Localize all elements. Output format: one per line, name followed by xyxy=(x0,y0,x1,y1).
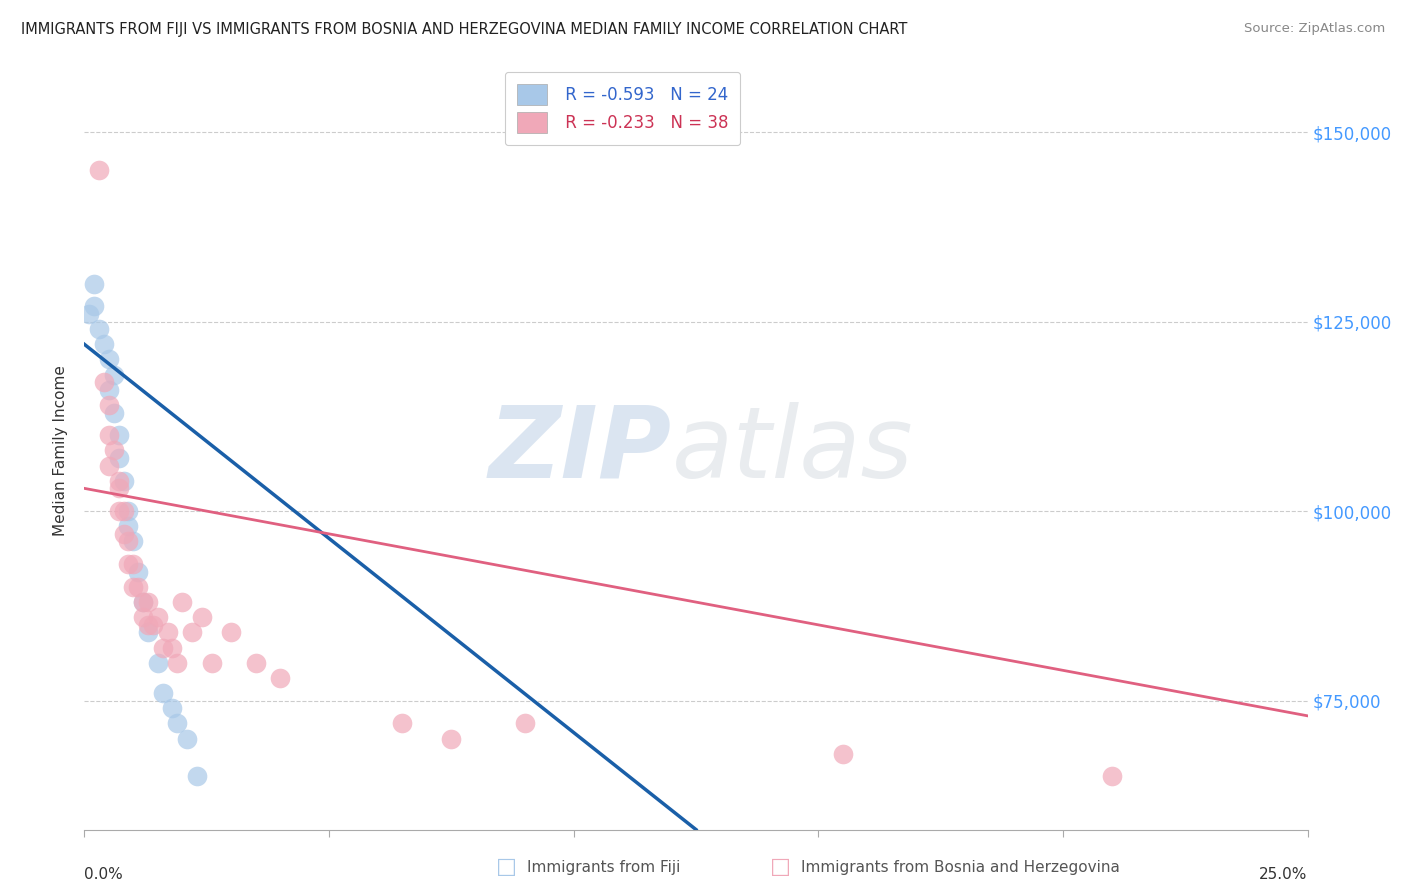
Point xyxy=(831,747,853,761)
Point xyxy=(97,458,120,473)
Point xyxy=(176,731,198,746)
Point xyxy=(122,580,145,594)
Text: □: □ xyxy=(770,857,790,877)
Point xyxy=(127,565,149,579)
Point xyxy=(219,625,242,640)
Point xyxy=(83,277,105,291)
Point xyxy=(181,625,204,640)
Point xyxy=(97,383,120,397)
Point xyxy=(117,557,139,572)
Point xyxy=(162,640,184,655)
Point xyxy=(136,625,159,640)
Point xyxy=(152,686,174,700)
Y-axis label: Median Family Income: Median Family Income xyxy=(53,365,69,536)
Point xyxy=(166,716,188,731)
Text: 25.0%: 25.0% xyxy=(1260,868,1308,882)
Point xyxy=(132,595,155,609)
Point xyxy=(152,640,174,655)
Point xyxy=(117,504,139,518)
Point xyxy=(87,163,110,178)
Point xyxy=(172,595,194,609)
Point xyxy=(146,656,169,670)
Text: Source: ZipAtlas.com: Source: ZipAtlas.com xyxy=(1244,22,1385,36)
Point xyxy=(107,504,129,518)
Point xyxy=(112,526,135,541)
Point xyxy=(122,534,145,549)
Point xyxy=(132,610,155,624)
Point xyxy=(191,610,214,624)
Point xyxy=(186,769,208,784)
Point xyxy=(87,322,110,336)
Point xyxy=(146,610,169,624)
Point xyxy=(107,428,129,442)
Point xyxy=(107,482,129,496)
Point xyxy=(97,352,120,367)
Point xyxy=(122,557,145,572)
Point xyxy=(142,617,165,632)
Legend:  R = -0.593   N = 24,  R = -0.233   N = 38: R = -0.593 N = 24, R = -0.233 N = 38 xyxy=(505,72,740,145)
Point xyxy=(93,337,115,351)
Text: IMMIGRANTS FROM FIJI VS IMMIGRANTS FROM BOSNIA AND HERZEGOVINA MEDIAN FAMILY INC: IMMIGRANTS FROM FIJI VS IMMIGRANTS FROM … xyxy=(21,22,907,37)
Point xyxy=(391,716,413,731)
Point xyxy=(93,375,115,389)
Point xyxy=(127,580,149,594)
Point xyxy=(132,595,155,609)
Point xyxy=(117,519,139,533)
Point xyxy=(103,443,125,458)
Point xyxy=(166,656,188,670)
Point xyxy=(156,625,179,640)
Text: atlas: atlas xyxy=(672,402,912,499)
Point xyxy=(136,617,159,632)
Point xyxy=(1101,769,1123,784)
Point xyxy=(103,406,125,420)
Point xyxy=(440,731,463,746)
Point xyxy=(112,474,135,488)
Text: Immigrants from Bosnia and Herzegovina: Immigrants from Bosnia and Herzegovina xyxy=(801,860,1121,874)
Point xyxy=(136,595,159,609)
Point xyxy=(107,474,129,488)
Point xyxy=(83,300,105,314)
Text: Immigrants from Fiji: Immigrants from Fiji xyxy=(527,860,681,874)
Point xyxy=(112,504,135,518)
Point xyxy=(117,534,139,549)
Point xyxy=(269,671,291,685)
Point xyxy=(162,701,184,715)
Point xyxy=(107,451,129,466)
Point xyxy=(513,716,536,731)
Point xyxy=(245,656,267,670)
Point xyxy=(77,307,100,321)
Text: ZIP: ZIP xyxy=(488,402,672,499)
Text: 0.0%: 0.0% xyxy=(84,868,124,882)
Point xyxy=(97,398,120,412)
Point xyxy=(103,368,125,382)
Text: □: □ xyxy=(496,857,516,877)
Point xyxy=(97,428,120,442)
Point xyxy=(200,656,222,670)
